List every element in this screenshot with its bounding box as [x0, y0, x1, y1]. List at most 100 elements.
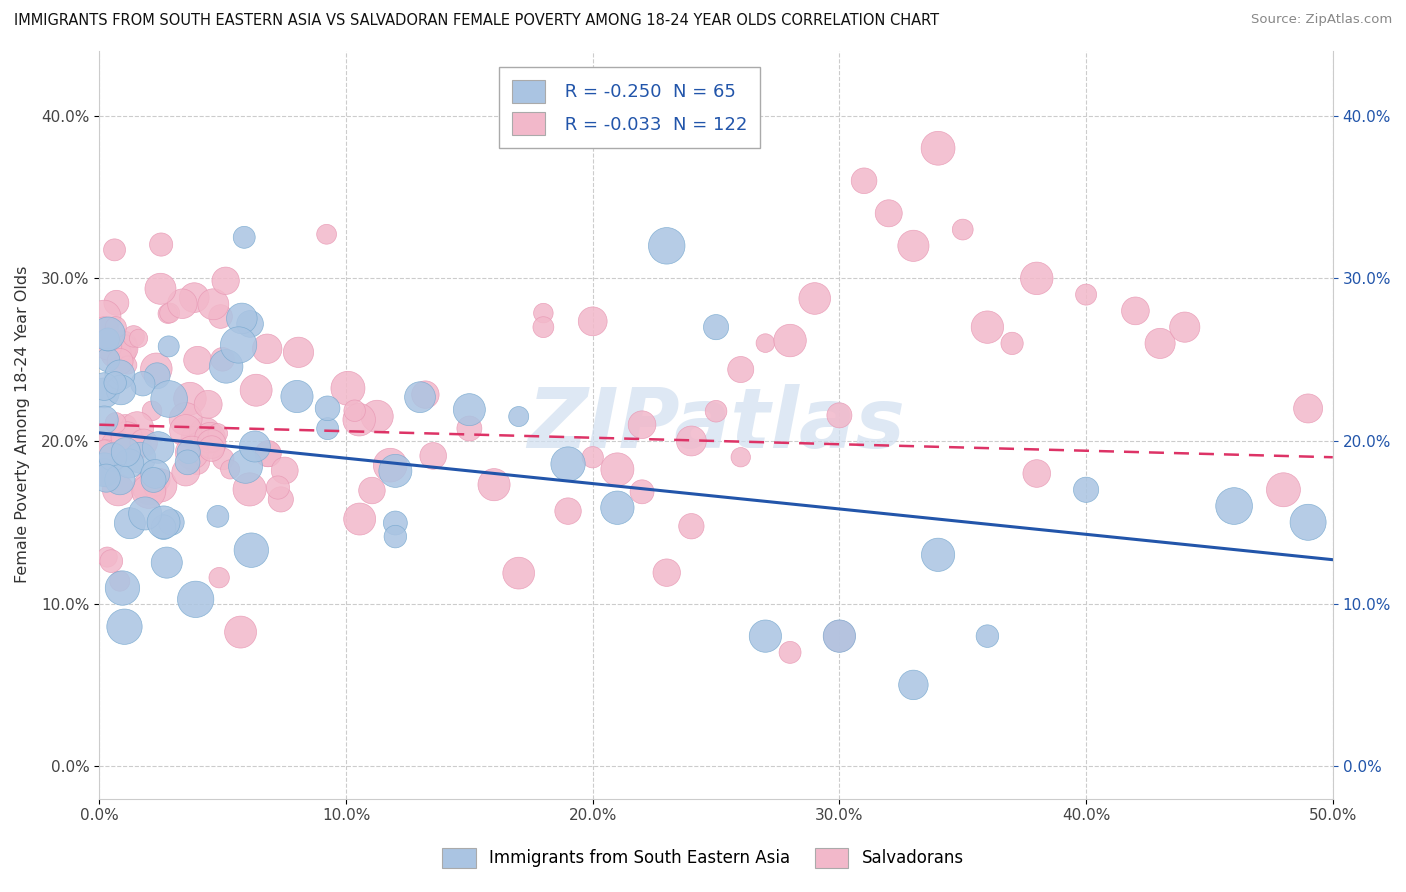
Point: [97, 468, 120, 483]
Point: [229, 625, 252, 640]
Point: [152, 520, 174, 534]
Point: [160, 516, 183, 530]
Point: [184, 592, 207, 607]
Point: [207, 426, 229, 441]
Point: [976, 320, 998, 334]
Point: [754, 629, 776, 643]
Point: [96, 550, 118, 565]
Point: [631, 484, 654, 499]
Point: [315, 227, 337, 242]
Y-axis label: Female Poverty Among 18-24 Year Olds: Female Poverty Among 18-24 Year Olds: [15, 266, 30, 583]
Point: [257, 447, 280, 461]
Point: [415, 387, 437, 401]
Point: [104, 346, 127, 360]
Point: [200, 437, 222, 451]
Point: [215, 359, 238, 374]
Point: [285, 390, 308, 404]
Point: [458, 402, 481, 417]
Point: [108, 473, 131, 487]
Point: [730, 450, 752, 465]
Point: [174, 424, 197, 438]
Point: [159, 306, 181, 320]
Point: [243, 440, 266, 454]
Point: [101, 450, 124, 464]
Point: [384, 530, 406, 544]
Point: [482, 477, 505, 491]
Point: [1223, 499, 1246, 513]
Point: [132, 435, 155, 450]
Point: [1296, 516, 1319, 530]
Point: [211, 352, 233, 367]
Point: [349, 512, 371, 526]
Point: [104, 416, 127, 430]
Point: [93, 385, 115, 400]
Point: [115, 430, 138, 444]
Point: [239, 483, 262, 497]
Point: [132, 376, 155, 391]
Point: [201, 434, 224, 448]
Point: [240, 543, 263, 558]
Point: [200, 442, 222, 456]
Point: [122, 329, 145, 343]
Point: [93, 379, 115, 393]
Point: [97, 352, 120, 367]
Point: [361, 483, 384, 498]
Point: [146, 473, 169, 487]
Point: [114, 620, 136, 634]
Point: [779, 645, 801, 659]
Point: [212, 451, 235, 466]
Point: [145, 480, 167, 494]
Point: [93, 325, 115, 339]
Point: [976, 629, 998, 643]
Point: [108, 368, 131, 382]
Point: [93, 413, 115, 427]
Point: [557, 504, 579, 518]
Text: ZIPatlas: ZIPatlas: [527, 384, 905, 466]
Point: [779, 334, 801, 348]
Point: [384, 516, 406, 530]
Point: [256, 342, 278, 356]
Point: [138, 481, 160, 495]
Point: [142, 473, 165, 487]
Point: [202, 297, 225, 311]
Point: [157, 392, 180, 406]
Point: [180, 446, 202, 460]
Point: [141, 404, 163, 418]
Legend: Immigrants from South Eastern Asia, Salvadorans: Immigrants from South Eastern Asia, Salv…: [436, 841, 970, 875]
Point: [655, 566, 678, 580]
Point: [198, 431, 221, 445]
Point: [174, 412, 197, 426]
Point: [156, 556, 179, 570]
Point: [903, 239, 925, 253]
Point: [104, 376, 127, 390]
Point: [1174, 320, 1197, 334]
Point: [347, 413, 370, 427]
Point: [828, 629, 851, 643]
Point: [952, 222, 974, 236]
Point: [1025, 271, 1047, 285]
Point: [336, 381, 359, 395]
Point: [828, 629, 851, 643]
Point: [531, 320, 554, 334]
Point: [828, 409, 851, 423]
Point: [157, 339, 180, 353]
Point: [927, 141, 949, 155]
Point: [235, 459, 257, 474]
Point: [114, 419, 136, 434]
Point: [366, 409, 388, 424]
Point: [128, 331, 150, 345]
Point: [118, 457, 141, 471]
Point: [197, 397, 219, 411]
Point: [422, 449, 444, 463]
Point: [108, 354, 131, 368]
Point: [228, 338, 250, 352]
Point: [681, 519, 703, 533]
Point: [343, 403, 366, 417]
Point: [124, 437, 146, 451]
Point: [730, 362, 752, 376]
Point: [384, 464, 406, 478]
Point: [903, 678, 925, 692]
Point: [143, 467, 166, 481]
Point: [209, 310, 232, 324]
Legend:  R = -0.250  N = 65,  R = -0.033  N = 122: R = -0.250 N = 65, R = -0.033 N = 122: [499, 67, 761, 148]
